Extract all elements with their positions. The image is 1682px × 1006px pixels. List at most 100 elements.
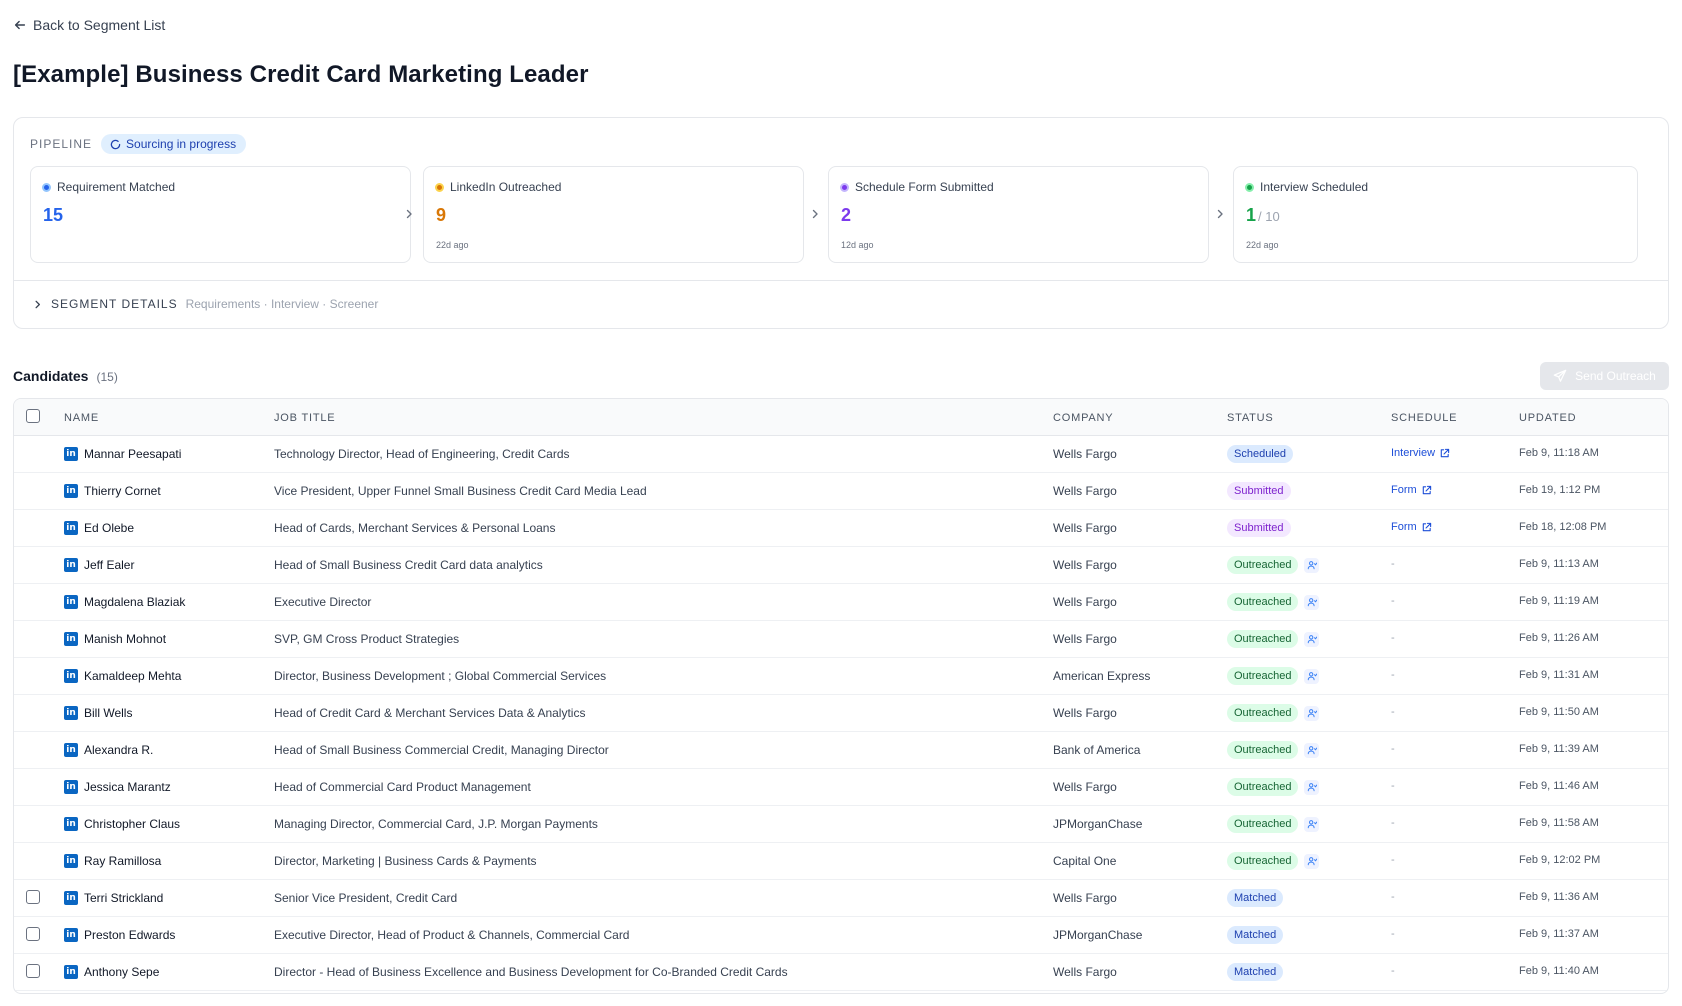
column-header-job-title[interactable]: JOB TITLE [274, 412, 336, 424]
status-badge: Outreached [1227, 741, 1299, 759]
outreach-person-icon[interactable] [1304, 594, 1320, 610]
linkedin-icon[interactable]: in [64, 706, 78, 720]
stage-label: Requirement Matched [57, 180, 176, 194]
stage-card-requirement-matched[interactable]: Requirement Matched 15 [30, 166, 411, 263]
candidate-company: Wells Fargo [1053, 595, 1117, 609]
linkedin-icon[interactable]: in [64, 928, 78, 942]
schedule-link[interactable]: Form [1391, 521, 1432, 533]
candidate-name[interactable]: Jessica Marantz [84, 780, 171, 794]
candidate-job-title: SVP, GM Cross Product Strategies [274, 632, 460, 646]
person-icon [1307, 561, 1317, 570]
column-header-name[interactable]: NAME [64, 412, 99, 424]
schedule-link[interactable]: Form [1391, 484, 1432, 496]
linkedin-icon[interactable]: in [64, 891, 78, 905]
stage-head: Schedule Form Submitted [840, 180, 994, 194]
status-badge: Scheduled [1227, 445, 1293, 463]
outreach-person-icon[interactable] [1304, 705, 1320, 721]
table-row[interactable]: in Ray Ramillosa Director, Marketing | Bus… [14, 843, 1668, 880]
linkedin-icon[interactable]: in [64, 447, 78, 461]
status-cell: Outreached [1227, 556, 1320, 574]
linkedin-icon[interactable]: in [64, 817, 78, 831]
row-checkbox[interactable] [26, 890, 40, 904]
table-row[interactable]: in Jessica Marantz Head of Commercial Card… [14, 769, 1668, 806]
schedule-empty: - [1391, 928, 1395, 940]
linkedin-icon[interactable]: in [64, 558, 78, 572]
status-cell: Matched [1227, 889, 1284, 907]
table-row[interactable]: in Kamaldeep Mehta Director, Business Deve… [14, 658, 1668, 695]
candidate-name[interactable]: Terri Strickland [84, 891, 164, 905]
candidate-name[interactable]: Mannar Peesapati [84, 447, 182, 461]
table-row[interactable]: in Preston Edwards Executive Director, Hea… [14, 917, 1668, 954]
linkedin-icon[interactable]: in [64, 669, 78, 683]
outreach-person-icon[interactable] [1304, 853, 1320, 869]
stage-count: 1 [1246, 205, 1257, 225]
send-icon [1553, 369, 1567, 382]
candidate-name[interactable]: Alexandra R. [84, 743, 154, 757]
back-to-segment-list-link[interactable]: Back to Segment List [13, 17, 165, 33]
status-cell: Outreached [1227, 852, 1320, 870]
stage-card-schedule-form-submitted[interactable]: Schedule Form Submitted 2 12d ago [828, 166, 1209, 263]
outreach-person-icon[interactable] [1304, 557, 1320, 573]
table-row[interactable]: in Anthony Sepe Director - Head of Busines… [14, 954, 1668, 991]
status-badge: Outreached [1227, 630, 1299, 648]
column-header-schedule[interactable]: SCHEDULE [1391, 412, 1458, 424]
linkedin-icon[interactable]: in [64, 780, 78, 794]
pipeline-header: PIPELINE Sourcing in progress [30, 134, 247, 154]
candidate-name[interactable]: Jeff Ealer [84, 558, 135, 572]
person-icon [1307, 709, 1317, 718]
table-row[interactable]: in Christopher Claus Managing Director, Co… [14, 806, 1668, 843]
outreach-person-icon[interactable] [1304, 742, 1320, 758]
column-header-status[interactable]: STATUS [1227, 412, 1274, 424]
row-checkbox[interactable] [26, 927, 40, 941]
column-header-company[interactable]: COMPANY [1053, 412, 1114, 424]
outreach-person-icon[interactable] [1304, 779, 1320, 795]
column-header-updated[interactable]: UPDATED [1519, 412, 1577, 424]
stage-dot-icon [42, 182, 51, 192]
table-row[interactable]: in Mannar Peesapati Technology Director, H… [14, 436, 1668, 473]
table-row[interactable]: in Manish Mohnot SVP, GM Cross Product Str… [14, 621, 1668, 658]
row-checkbox[interactable] [26, 964, 40, 978]
stage-card-interview-scheduled[interactable]: Interview Scheduled 1/ 10 22d ago [1233, 166, 1638, 263]
status-cell: Outreached [1227, 778, 1320, 796]
linkedin-icon[interactable]: in [64, 743, 78, 757]
outreach-person-icon[interactable] [1304, 668, 1320, 684]
select-all-checkbox[interactable] [26, 409, 40, 423]
candidate-name[interactable]: Thierry Cornet [84, 484, 161, 498]
table-row[interactable]: in Bill Wells Head of Credit Card & Mercha… [14, 695, 1668, 732]
candidate-job-title: Managing Director, Commercial Card, J.P.… [274, 817, 598, 831]
schedule-empty: - [1391, 595, 1395, 607]
stage-card-linkedin-outreached[interactable]: LinkedIn Outreached 9 22d ago [423, 166, 804, 263]
status-cell: Scheduled [1227, 445, 1293, 463]
linkedin-icon[interactable]: in [64, 632, 78, 646]
linkedin-icon[interactable]: in [64, 484, 78, 498]
candidate-name[interactable]: Christopher Claus [84, 817, 181, 831]
candidate-name[interactable]: Ray Ramillosa [84, 854, 162, 868]
linkedin-icon[interactable]: in [64, 595, 78, 609]
table-row[interactable]: in Magdalena Blaziak Executive Director Wel… [14, 584, 1668, 621]
candidate-name[interactable]: Kamaldeep Mehta [84, 669, 182, 683]
candidate-name[interactable]: Manish Mohnot [84, 632, 167, 646]
linkedin-icon[interactable]: in [64, 854, 78, 868]
candidate-name[interactable]: Preston Edwards [84, 928, 176, 942]
stage-dot-icon [1245, 182, 1254, 192]
outreach-person-icon[interactable] [1304, 816, 1320, 832]
candidate-name[interactable]: Anthony Sepe [84, 965, 160, 979]
sourcing-status-label: Sourcing in progress [126, 137, 237, 151]
candidate-name[interactable]: Ed Olebe [84, 521, 135, 535]
table-row[interactable]: in Alexandra R. Head of Small Business Com… [14, 732, 1668, 769]
send-outreach-button[interactable]: Send Outreach [1540, 362, 1669, 390]
stage-head: Interview Scheduled [1245, 180, 1368, 194]
candidate-job-title: Head of Cards, Merchant Services & Perso… [274, 521, 556, 535]
table-row[interactable]: in Thierry Cornet Vice President, Upper Fu… [14, 473, 1668, 510]
table-row[interactable]: in Ed Olebe Head of Cards, Merchant Servic… [14, 510, 1668, 547]
candidate-name[interactable]: Magdalena Blaziak [84, 595, 186, 609]
schedule-link[interactable]: Interview [1391, 447, 1450, 459]
table-row[interactable]: in Terri Strickland Senior Vice President,… [14, 880, 1668, 917]
segment-details-toggle[interactable]: SEGMENT DETAILS Requirements · Interview… [32, 297, 378, 311]
outreach-person-icon[interactable] [1304, 631, 1320, 647]
linkedin-icon[interactable]: in [64, 521, 78, 535]
table-row[interactable]: in Jeff Ealer Head of Small Business Credi… [14, 547, 1668, 584]
candidate-name[interactable]: Bill Wells [84, 706, 133, 720]
linkedin-icon[interactable]: in [64, 965, 78, 979]
